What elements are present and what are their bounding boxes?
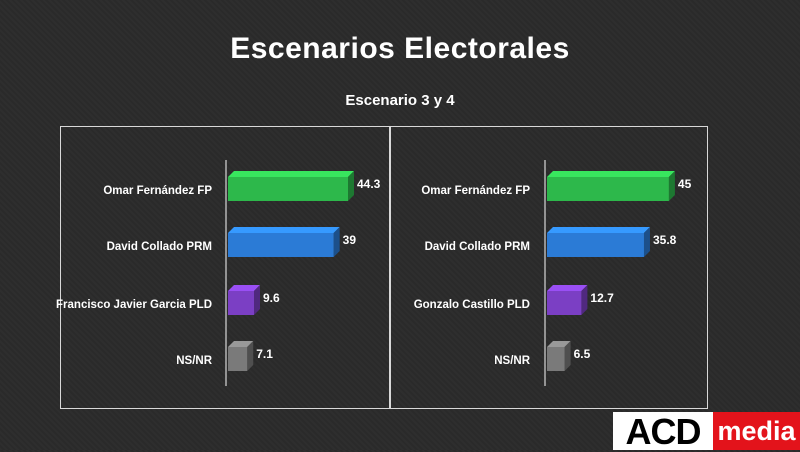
chart-1-bar-2-value-label: 39	[343, 233, 357, 247]
chart-1-bar-4-value-label: 7.1	[256, 347, 273, 361]
chart-1-bar-3-top	[228, 285, 261, 291]
chart-2-bar-4-side	[564, 341, 571, 371]
chart-2-bar-2	[547, 233, 644, 257]
chart-2-bar-2-top	[547, 227, 650, 233]
chart-1-bar-4-top	[228, 341, 254, 347]
chart-1-category-label-4: NS/NR	[176, 355, 212, 367]
chart-1-bar-4	[228, 347, 248, 371]
chart-1-bar-1-side	[348, 171, 354, 201]
chart-2-bar-4	[547, 347, 565, 371]
chart-1-bar-2-side	[333, 227, 340, 257]
chart-2-bar-2-value-label: 35.8	[653, 233, 677, 247]
chart-2-bar-3-value-label: 12.7	[590, 291, 614, 305]
chart-2-bar-1-top	[547, 171, 675, 177]
page-subtitle: Escenario 3 y 4	[345, 92, 455, 109]
logo-media: media	[713, 412, 800, 450]
chart-1-bar-3	[228, 291, 255, 315]
chart-1-category-label-2: David Collado PRM	[107, 241, 212, 253]
chart-1-category-label-1: Omar Fernández FP	[103, 185, 212, 197]
chart-2-bar-3-side	[581, 285, 588, 315]
chart-2-bar-4-top	[547, 341, 571, 347]
chart-1-bar-1-top	[228, 171, 354, 177]
chart-2-category-label-2: David Collado PRM	[425, 241, 530, 253]
chart-1-category-label-3: Francisco Javier Garcia PLD	[56, 299, 212, 311]
chart-2-category-label-3: Gonzalo Castillo PLD	[414, 299, 530, 311]
chart-1-bar-3-side	[254, 285, 261, 315]
chart-1-bar-3-value-label: 9.6	[263, 291, 280, 305]
chart-2-bar-3-top	[547, 285, 588, 291]
chart-1-bar-1-value-label: 44.3	[357, 177, 381, 191]
chart-1-bar-2	[228, 233, 334, 257]
chart-2-bar-1-side	[668, 171, 675, 201]
charts-frame	[60, 126, 708, 409]
chart-2-bar-1	[547, 177, 669, 201]
page-title: Escenarios Electorales	[230, 32, 570, 65]
chart-1-bar-1	[228, 177, 348, 201]
charts-divider	[389, 126, 391, 409]
chart-2-bar-2-side	[643, 227, 650, 257]
chart-2-category-label-1: Omar Fernández FP	[421, 185, 530, 197]
chart-2-category-label-4: NS/NR	[494, 355, 530, 367]
chart-2-bar-3	[547, 291, 582, 315]
chart-2-bar-1-value-label: 45	[678, 177, 692, 191]
acd-media-logo: ACD media	[613, 412, 800, 452]
logo-acd: ACD	[613, 412, 713, 452]
chart-1-bar-4-side	[247, 341, 254, 371]
chart-2-bar-4-value-label: 6.5	[574, 347, 591, 361]
chart-1-bar-2-top	[228, 227, 340, 233]
